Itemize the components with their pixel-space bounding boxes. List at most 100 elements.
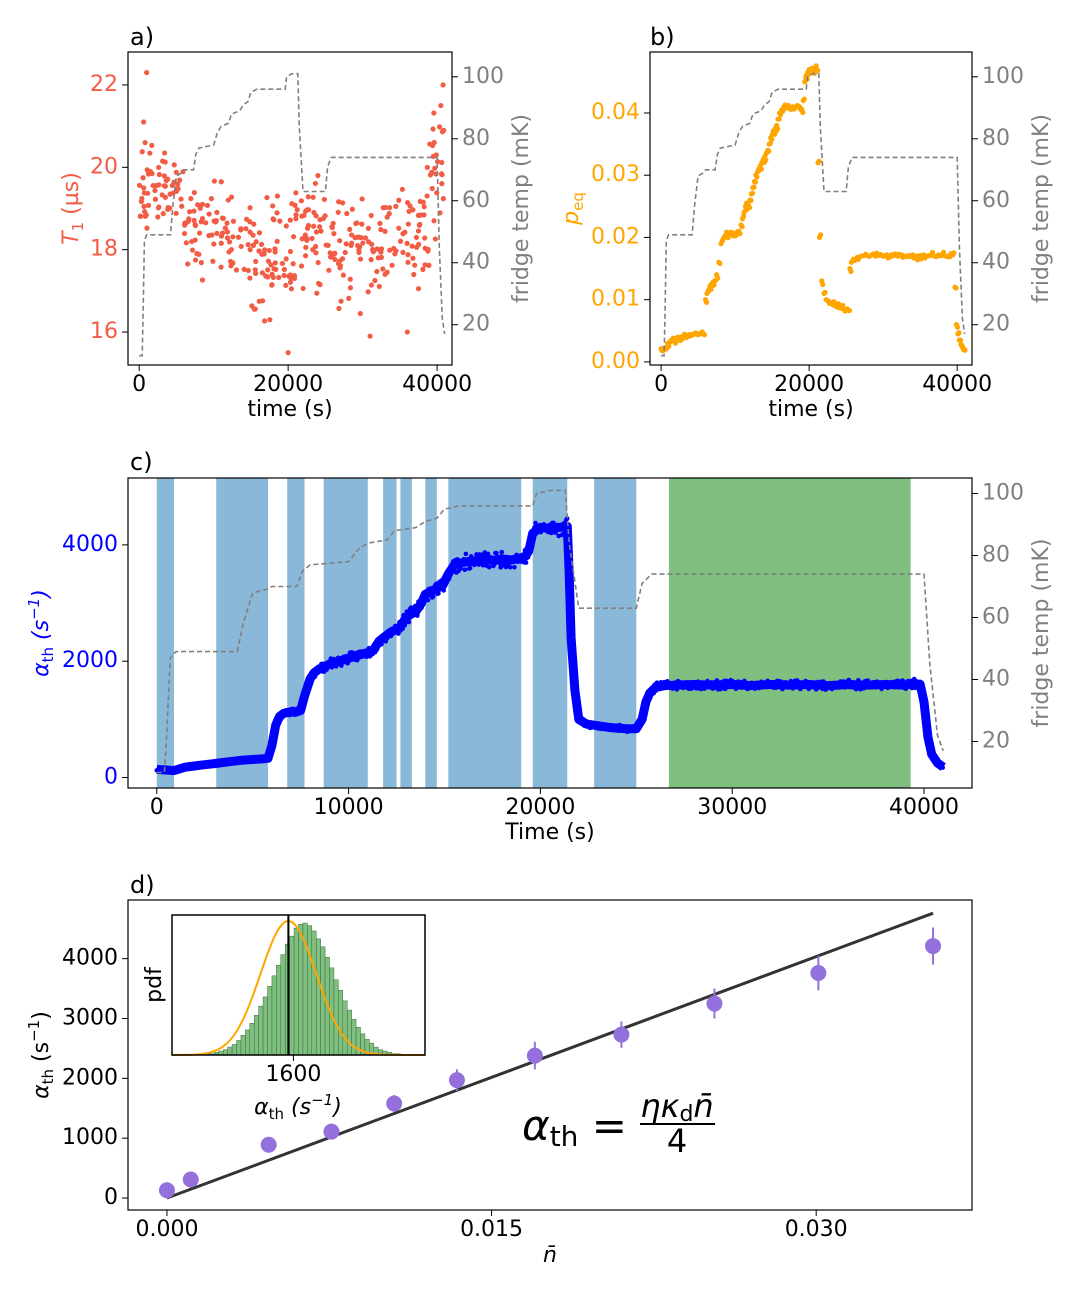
panel-a-t1-point bbox=[137, 213, 144, 219]
panel-a-t1-point bbox=[418, 212, 424, 218]
panel-a-t1-point bbox=[199, 201, 206, 207]
panel-a-t1-point bbox=[293, 190, 299, 196]
panel-a-t1-point bbox=[198, 219, 204, 225]
panel-b-peq-point bbox=[800, 109, 806, 116]
panel-c-alpha-point bbox=[474, 552, 479, 557]
panel-c-alpha-point bbox=[927, 745, 933, 750]
panel-a-t1-point bbox=[315, 172, 321, 179]
panel-a-t1-point bbox=[271, 266, 277, 272]
panel-a-t1-point bbox=[315, 259, 321, 266]
panel-c-ylabel: αth (s−1) bbox=[25, 589, 57, 677]
panel-a-t1-point bbox=[219, 215, 226, 221]
panel-a-t1-point bbox=[192, 257, 199, 263]
panel-b-peq-point bbox=[822, 289, 828, 295]
panel-a-t1-point bbox=[204, 202, 211, 209]
panel-d-ylabel-unit: (s bbox=[29, 1042, 54, 1069]
panel-c-alpha-point bbox=[566, 581, 572, 587]
panel-c-alpha-point bbox=[335, 655, 341, 661]
panel-a-t1-point bbox=[329, 224, 335, 231]
panel-a-t1-point bbox=[179, 203, 185, 209]
panel-c-alpha-point bbox=[512, 564, 517, 570]
inset-histogram-bar bbox=[333, 979, 339, 1056]
panel-a-t1-point bbox=[337, 265, 343, 271]
panel-c-alpha-point bbox=[406, 619, 412, 625]
panel-a-t1-point bbox=[152, 187, 158, 194]
panel-a-t1-point bbox=[281, 272, 287, 279]
panel-a-t1-point bbox=[149, 142, 155, 148]
panel-b-ylabel-main: p bbox=[559, 211, 584, 226]
panel-a-t1-point bbox=[155, 214, 161, 220]
panel-a-t1-point bbox=[340, 200, 346, 206]
panel-d-formula-num-main: ηκ bbox=[640, 1087, 679, 1125]
panel-c-alpha-point bbox=[723, 686, 728, 692]
panel-a-ytick-label: 18 bbox=[90, 237, 118, 262]
panel-c-alpha-point bbox=[520, 554, 526, 560]
panel-a-t1-point bbox=[337, 258, 343, 264]
panel-c-alpha-point bbox=[568, 604, 573, 610]
panel-b-peq-point bbox=[940, 249, 947, 255]
panel-c-alpha-point bbox=[419, 605, 424, 611]
panel-b-peq-point bbox=[815, 67, 821, 73]
panel-a-t1-point bbox=[267, 317, 273, 323]
panel-b-peq-point bbox=[769, 136, 775, 143]
panel-a-xtick-label: 40000 bbox=[402, 372, 472, 397]
panel-a-t1-point bbox=[332, 256, 338, 262]
panel-a-t1-point bbox=[429, 185, 435, 192]
panel-c-alpha-point bbox=[926, 737, 932, 743]
panel-a-t1-point bbox=[378, 246, 385, 252]
panel-c-alpha-point bbox=[553, 530, 558, 535]
panel-a-ytick-right-label: 20 bbox=[462, 312, 490, 337]
panel-a-t1-point bbox=[435, 158, 441, 165]
panel-a-t1-point bbox=[431, 110, 437, 116]
panel-a-t1-point bbox=[144, 69, 150, 76]
panel-c-alpha-point bbox=[449, 565, 455, 570]
panel-c-alpha-point bbox=[853, 686, 859, 692]
panel-a-t1-point bbox=[293, 216, 299, 222]
panel-a-t1-point bbox=[412, 262, 418, 268]
panel-a-ylabel-unit: (µs) bbox=[59, 172, 84, 222]
panel-d-ytick-label: 0 bbox=[104, 1185, 118, 1210]
panel-d-formula-equals: = bbox=[578, 1101, 627, 1150]
panel-a-t1-point bbox=[290, 261, 296, 267]
inset-frame bbox=[171, 914, 426, 1056]
panel-a-t1-point bbox=[382, 204, 388, 211]
panel-b-ylabel-right: fridge temp (mK) bbox=[1029, 114, 1054, 303]
panel-c-alpha-point bbox=[400, 626, 405, 632]
panel-c-xtick-label: 20000 bbox=[505, 795, 575, 820]
panel-a-t1-point bbox=[331, 230, 337, 237]
panel-c-blue-region bbox=[216, 478, 269, 788]
panel-a-t1-point bbox=[338, 298, 344, 304]
panel-a-t1-point bbox=[287, 217, 293, 223]
panel-b-peq-point bbox=[816, 158, 822, 164]
inset-histogram-bar bbox=[236, 1040, 242, 1056]
panel-a-t1-point bbox=[283, 282, 289, 288]
inset-histogram-bar bbox=[342, 1000, 348, 1056]
panel-a-t1-point bbox=[139, 149, 145, 155]
panel-a-t1-point bbox=[144, 167, 150, 173]
panel-a-t1-point bbox=[440, 196, 446, 202]
panel-a-t1-point bbox=[342, 249, 348, 256]
inset-histogram-bar bbox=[293, 928, 299, 1056]
panel-a-t1-point bbox=[314, 290, 320, 296]
panel-c-alpha-point bbox=[470, 556, 476, 562]
panel-a-t1-point bbox=[368, 257, 374, 263]
panel-d-xtick-label: 0.000 bbox=[135, 1217, 198, 1242]
panel-a-t1-point bbox=[261, 318, 268, 324]
panel-b-xtick-label: 40000 bbox=[922, 372, 992, 397]
panel-a-t1-point bbox=[386, 204, 393, 211]
panel-c-alpha-point bbox=[502, 557, 508, 563]
panel-c-alpha-point bbox=[856, 678, 861, 683]
panel-a-ytick-right-label: 40 bbox=[462, 250, 490, 275]
inset-histogram-bar bbox=[351, 1019, 357, 1056]
panel-a-t1-point bbox=[258, 241, 265, 247]
panel-c-alpha-point bbox=[689, 686, 694, 691]
panel-a-t1-point bbox=[260, 298, 266, 304]
panel-a-t1-point bbox=[347, 226, 353, 232]
panel-a-t1-point bbox=[294, 207, 300, 213]
panel-c-ylabel-sub: th bbox=[39, 647, 57, 662]
panel-c-alpha-point bbox=[523, 560, 529, 565]
panel-b-peq-point bbox=[763, 157, 769, 163]
panel-a-t1-point bbox=[247, 247, 253, 253]
panel-c-ytick-right-label: 100 bbox=[982, 481, 1024, 506]
panel-b-peq-point bbox=[956, 330, 962, 336]
